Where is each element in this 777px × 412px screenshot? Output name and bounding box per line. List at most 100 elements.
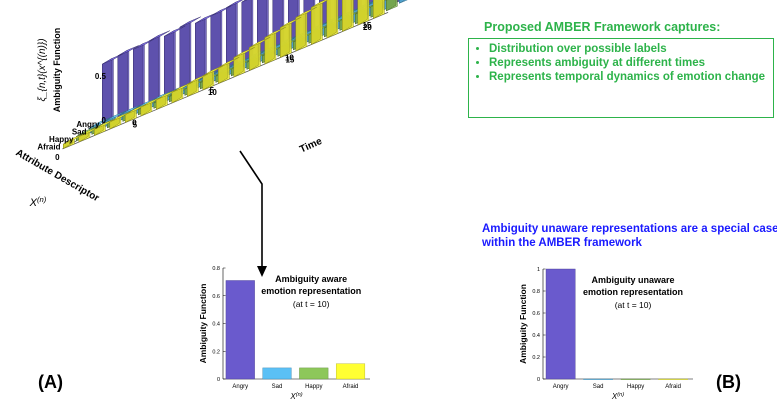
bar3d-side-face — [342, 0, 353, 32]
bar3d-top-face — [63, 133, 85, 145]
framework-title: Proposed AMBER Framework captures: — [484, 20, 721, 34]
bar3d-side-face — [133, 43, 144, 114]
x-tick-label: Sad — [593, 384, 604, 390]
y-tick-label: 0.4 — [532, 333, 540, 339]
bar3d-top-face — [233, 47, 255, 58]
x-tick-label: Afraid — [665, 384, 681, 390]
bar3d-side-face — [357, 0, 368, 26]
bar3d-angry — [117, 45, 139, 120]
time-tick-label-back: 15 — [362, 21, 371, 30]
bar3d-side-face — [373, 0, 384, 19]
y-tick-label: 1 — [537, 267, 540, 273]
y-axis-title: Ambiguity Function — [198, 284, 208, 364]
y-tick-label: 0 — [537, 377, 540, 383]
time-axis-title: Time — [298, 136, 324, 156]
x-tick-label: Angry — [232, 384, 248, 390]
arrow-shaft — [239, 150, 263, 268]
y-axis-title: Ambiguity Function — [518, 284, 528, 364]
bar-sad — [262, 367, 292, 380]
pointer-arrow — [239, 150, 267, 277]
bar3d-afraid — [373, 0, 385, 19]
y-tick-label: 0 — [217, 377, 220, 383]
special-case-note: Ambiguity unaware representations are a … — [482, 223, 777, 249]
bar3d-top-face — [202, 65, 224, 77]
bar3d-happy — [386, 0, 398, 12]
chart-ambiguity-unaware: 0 0.2 0.4 0.6 0.8 1 Angry Sad Happy Afraid Ambigui… — [518, 267, 693, 401]
annotation-time: (at t = 10) — [615, 300, 652, 310]
bar3d-angry — [164, 25, 186, 101]
bar3d-afraid — [357, 0, 370, 26]
bar3d-side-face — [386, 0, 397, 12]
bar3d-side-face — [311, 1, 322, 45]
y-tick-label: 0.2 — [212, 349, 220, 355]
bar3d-top-face — [226, 0, 244, 8]
bar-happy — [620, 378, 651, 380]
bar3d-side-face — [399, 0, 406, 4]
y-tick-label: 0.8 — [532, 289, 540, 295]
attribute-tick-label: Afraid — [37, 143, 60, 152]
annotation-line-1: Ambiguity aware — [275, 274, 347, 284]
y-tick-label: 0.6 — [212, 294, 220, 300]
y-tick-label: 0.8 — [212, 266, 220, 272]
bar3d-top-face — [179, 16, 201, 28]
time-tick-label-front: 5 — [133, 120, 138, 129]
bar3d-top-face — [148, 30, 170, 42]
bar3d-afraid — [295, 6, 317, 52]
attribute-tick-label: Happy — [49, 135, 74, 144]
annotation-line-2: emotion representation — [261, 286, 361, 296]
bar3d-top-face — [195, 12, 217, 24]
bar3d-afraid — [264, 26, 286, 65]
chart-3d-ambiguity: 00.5AngrySadHappyAfraid0510152005101520T… — [14, 0, 408, 209]
bar3d-top-face — [133, 38, 155, 50]
x-tick-label: Happy — [305, 384, 322, 390]
bar-sad — [583, 378, 613, 380]
bar3d-afraid — [63, 133, 85, 149]
bar3d-afraid — [311, 0, 328, 45]
annotation-line-1: Ambiguity unaware — [591, 275, 674, 285]
bar-afraid — [335, 363, 366, 380]
framework-bullet: Represents temporal dynamics of emotion … — [489, 70, 773, 84]
bar3d-angry — [148, 30, 170, 107]
x-tick-label: Happy — [627, 384, 644, 390]
bar3d-top-face — [164, 25, 186, 37]
bar3d-top-face — [241, 0, 248, 3]
z-axis-symbol: ξ_{n,t}(x^{(n)}) — [37, 38, 48, 101]
time-tick-label-back: 10 — [285, 54, 294, 63]
bar-happy — [299, 367, 329, 380]
bar3d-top-face — [280, 16, 302, 28]
y-tick-label: 0.2 — [532, 355, 540, 361]
bar3d-angry — [102, 53, 124, 127]
bar-angry — [225, 280, 255, 380]
framework-box: Distribution over possible labels Repres… — [468, 38, 774, 118]
bar3d-side-face — [148, 34, 159, 107]
bar3d-side-face — [164, 30, 175, 101]
attribute-axis-symbol: X(n) — [29, 195, 47, 209]
chart-ambiguity-aware: 0 0.2 0.4 0.6 0.8 Angry Sad Happy Afraid Ambiguit… — [198, 266, 370, 401]
z-tick-label: 0 — [102, 116, 107, 125]
time-tick-label-back: 5 — [210, 86, 215, 95]
bar3d-angry — [133, 38, 155, 114]
y-tick-label: 0.6 — [532, 311, 540, 317]
bar3d-angry — [226, 0, 244, 75]
attribute-tick-label: Sad — [72, 127, 87, 136]
x-axis-title: X(n) — [289, 392, 302, 401]
bar3d-angry — [179, 16, 201, 94]
bar3d-top-face — [295, 6, 317, 18]
bar3d-top-face — [117, 45, 139, 57]
bar3d-afraid — [342, 0, 354, 32]
bar3d-afraid — [280, 16, 302, 58]
x-axis-title: X(n) — [611, 392, 624, 401]
bar3d-afraid — [171, 81, 193, 104]
x-tick-label: Afraid — [343, 384, 359, 390]
time-tick-label-back: 0 — [132, 119, 137, 128]
y-tick-label: 0.4 — [212, 322, 220, 328]
z-axis-title: Ambiguity Function — [52, 28, 62, 113]
bar3d-top-face — [102, 53, 124, 65]
attribute-tick-label: Angry — [76, 120, 100, 129]
bar3d-top-face — [311, 0, 328, 8]
bar3d-side-face — [326, 0, 337, 39]
bar3d-top-face — [249, 36, 271, 48]
bar3d-top-face — [218, 57, 240, 68]
annotation-line-2: emotion representation — [583, 287, 683, 297]
